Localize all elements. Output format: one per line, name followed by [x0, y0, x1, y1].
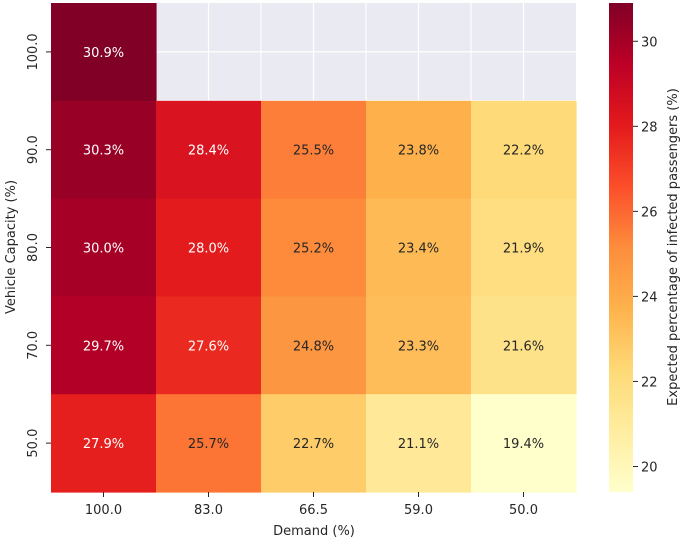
colorbar-tick-label: 20 [641, 460, 658, 475]
cell-label: 22.2% [503, 144, 544, 159]
colorbar-tick-label: 30 [641, 35, 658, 50]
y-tick-label: 80.0 [26, 233, 41, 262]
y-tick-label: 90.0 [26, 135, 41, 164]
heatmap-cell [471, 100, 577, 200]
colorbar-tick-label: 22 [641, 375, 658, 390]
heatmap-cell [156, 296, 262, 395]
y-tick-label: 50.0 [26, 429, 41, 458]
cell-label: 21.6% [503, 339, 544, 354]
heatmap-cell [51, 198, 157, 297]
colorbar-tick-label: 24 [641, 290, 658, 305]
heatmap-cell [51, 100, 157, 200]
heatmap-cell [261, 198, 367, 297]
cell-label: 21.1% [398, 437, 439, 452]
cell-label: 22.7% [293, 437, 334, 452]
heatmap-cell [156, 100, 262, 200]
x-tick-label: 50.0 [509, 503, 538, 518]
heatmap-cell [51, 296, 157, 395]
cell-label: 25.5% [293, 144, 334, 159]
cell-label: 29.7% [83, 339, 124, 354]
colorbar-tick-label: 26 [641, 205, 658, 220]
colorbar-ticks: 20 22 24 26 28 30 [633, 35, 658, 475]
heatmap-cell [366, 198, 472, 297]
heatmap-cell [51, 3, 157, 102]
heatmap-cell [471, 394, 577, 493]
y-tick-label: 100.0 [26, 33, 41, 70]
cell-label: 25.7% [188, 437, 229, 452]
heatmap-cell [156, 394, 262, 493]
cell-label: 24.8% [293, 339, 334, 354]
cell-label: 23.4% [398, 242, 439, 257]
cell-label: 25.2% [293, 242, 334, 257]
cell-label: 30.0% [83, 242, 124, 257]
x-tick-label: 59.0 [404, 503, 433, 518]
heatmap-cell [366, 296, 472, 395]
plot-area: 30.9% 30.3% 28.4% 25.5% 23.8% 22.2% 30.0% 28.0%… [51, 3, 577, 493]
cell-label: 27.9% [83, 437, 124, 452]
heatmap-cell [471, 198, 577, 297]
x-axis-ticks: 100.0 83.0 66.5 59.0 50.0 [85, 492, 538, 518]
cell-label: 30.9% [83, 46, 124, 61]
cell-label: 28.4% [188, 144, 229, 159]
heatmap-cell [366, 394, 472, 493]
colorbar-tick-label: 28 [641, 120, 658, 135]
heatmap-cell [366, 100, 472, 200]
heatmap-cell [261, 394, 367, 493]
x-tick-label: 66.5 [299, 503, 328, 518]
cell-label: 23.3% [398, 339, 439, 354]
heatmap-cell [51, 394, 157, 493]
colorbar-label: Expected percentage of infected passenge… [666, 88, 681, 406]
cell-label: 23.8% [398, 144, 439, 159]
cell-label: 30.3% [83, 144, 124, 159]
heatmap-cell [471, 296, 577, 395]
colorbar [609, 3, 633, 492]
y-axis-ticks: 100.0 90.0 80.0 70.0 50.0 [26, 33, 51, 458]
x-tick-label: 100.0 [85, 503, 122, 518]
x-tick-label: 83.0 [194, 503, 223, 518]
y-tick-label: 70.0 [26, 331, 41, 360]
cell-label: 21.9% [503, 242, 544, 257]
cell-label: 19.4% [503, 437, 544, 452]
heatmap-cell [156, 198, 262, 297]
cell-label: 28.0% [188, 242, 229, 257]
cell-label: 27.6% [188, 339, 229, 354]
heatmap-cell [261, 100, 367, 200]
heatmap-cell [261, 296, 367, 395]
y-axis-label: Vehicle Capacity (%) [4, 180, 19, 314]
x-axis-label: Demand (%) [273, 524, 355, 539]
